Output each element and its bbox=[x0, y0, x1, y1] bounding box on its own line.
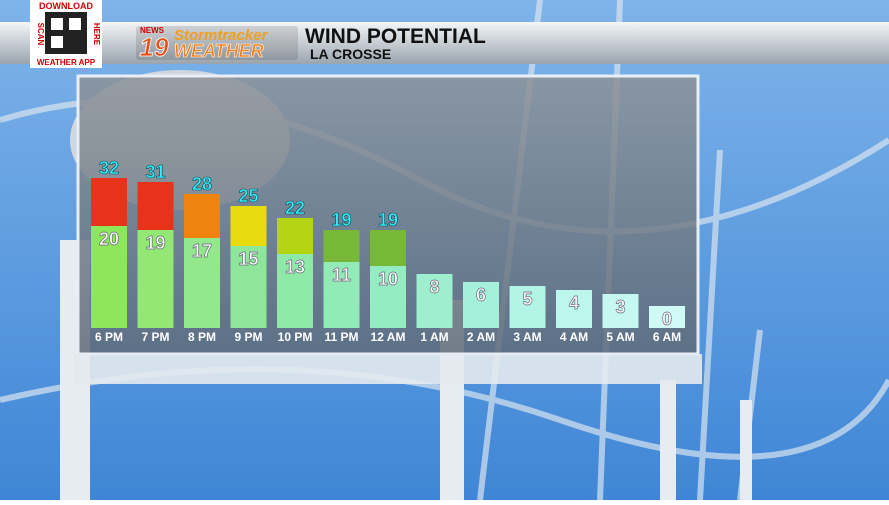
sustained-label: 19 bbox=[145, 233, 165, 253]
x-tick-label: 12 AM bbox=[371, 330, 406, 344]
sustained-bar bbox=[370, 266, 406, 328]
qr-label: DOWNLOAD bbox=[39, 1, 93, 11]
x-tick-label: 1 AM bbox=[420, 330, 448, 344]
header-bar bbox=[0, 22, 889, 64]
sustained-label: 4 bbox=[569, 293, 579, 313]
x-tick-label: 2 AM bbox=[467, 330, 495, 344]
sustained-bar bbox=[509, 286, 546, 328]
sustained-bar bbox=[277, 254, 313, 328]
sustained-label: 11 bbox=[332, 265, 351, 285]
gust-label: 19 bbox=[331, 210, 351, 230]
qr-code bbox=[69, 18, 81, 30]
sustained-label: 15 bbox=[238, 249, 258, 269]
subtitle: LA CROSSE bbox=[310, 46, 391, 62]
gust-label: 25 bbox=[238, 186, 258, 206]
sustained-label: 10 bbox=[378, 269, 398, 289]
sustained-label: 20 bbox=[99, 229, 119, 249]
title: WIND POTENTIAL bbox=[305, 25, 486, 48]
sustained-bar bbox=[416, 274, 453, 328]
gust-label: 32 bbox=[99, 158, 119, 178]
sustained-label: 3 bbox=[615, 297, 625, 317]
sustained-bar bbox=[602, 294, 639, 328]
chart-base bbox=[74, 354, 702, 384]
sustained-label: 17 bbox=[192, 241, 212, 261]
x-tick-label: 5 AM bbox=[606, 330, 634, 344]
x-tick-label: 7 PM bbox=[141, 330, 169, 344]
sustained-bar bbox=[91, 226, 127, 328]
gust-label: 19 bbox=[378, 210, 398, 230]
logo-number: 19 bbox=[140, 32, 169, 62]
logo-box bbox=[136, 26, 298, 60]
sustained-bar bbox=[137, 230, 174, 328]
sustained-bar bbox=[230, 246, 267, 328]
logo-storm: Stormtracker bbox=[174, 27, 269, 44]
qr-code bbox=[51, 36, 63, 48]
gust-label: 28 bbox=[192, 174, 212, 194]
gust-label: 22 bbox=[285, 198, 305, 218]
x-tick-label: 11 PM bbox=[324, 330, 358, 344]
logo-news: NEWS bbox=[140, 26, 165, 35]
qr-label: WEATHER APP bbox=[37, 58, 96, 67]
sustained-bar bbox=[463, 282, 499, 328]
sustained-label: 6 bbox=[476, 285, 486, 305]
sustained-label: 13 bbox=[285, 257, 305, 277]
qr-label: HERE bbox=[92, 23, 101, 46]
x-tick-label: 9 PM bbox=[234, 330, 262, 344]
x-tick-label: 4 AM bbox=[560, 330, 588, 344]
sustained-bar bbox=[649, 306, 685, 328]
x-tick-label: 10 PM bbox=[278, 330, 313, 344]
sustained-bar bbox=[184, 238, 220, 328]
qr-code bbox=[51, 18, 63, 30]
x-tick-label: 6 PM bbox=[95, 330, 123, 344]
sustained-bar bbox=[556, 290, 592, 328]
x-tick-label: 6 AM bbox=[653, 330, 681, 344]
gust-label: 31 bbox=[145, 162, 165, 182]
sustained-bar bbox=[323, 262, 360, 328]
sustained-label: 5 bbox=[522, 289, 532, 309]
sustained-label: 0 bbox=[662, 309, 672, 329]
x-tick-label: 8 PM bbox=[188, 330, 216, 344]
logo-weather: WEATHER bbox=[174, 41, 264, 61]
qr-label: SCAN bbox=[36, 23, 45, 46]
x-tick-label: 3 AM bbox=[513, 330, 541, 344]
sustained-label: 8 bbox=[429, 277, 439, 297]
plot: 32 20 6 PM 31 19 7 PM 28 17 8 PM 25 15 9 PM 22 13 10 P… bbox=[91, 158, 685, 344]
